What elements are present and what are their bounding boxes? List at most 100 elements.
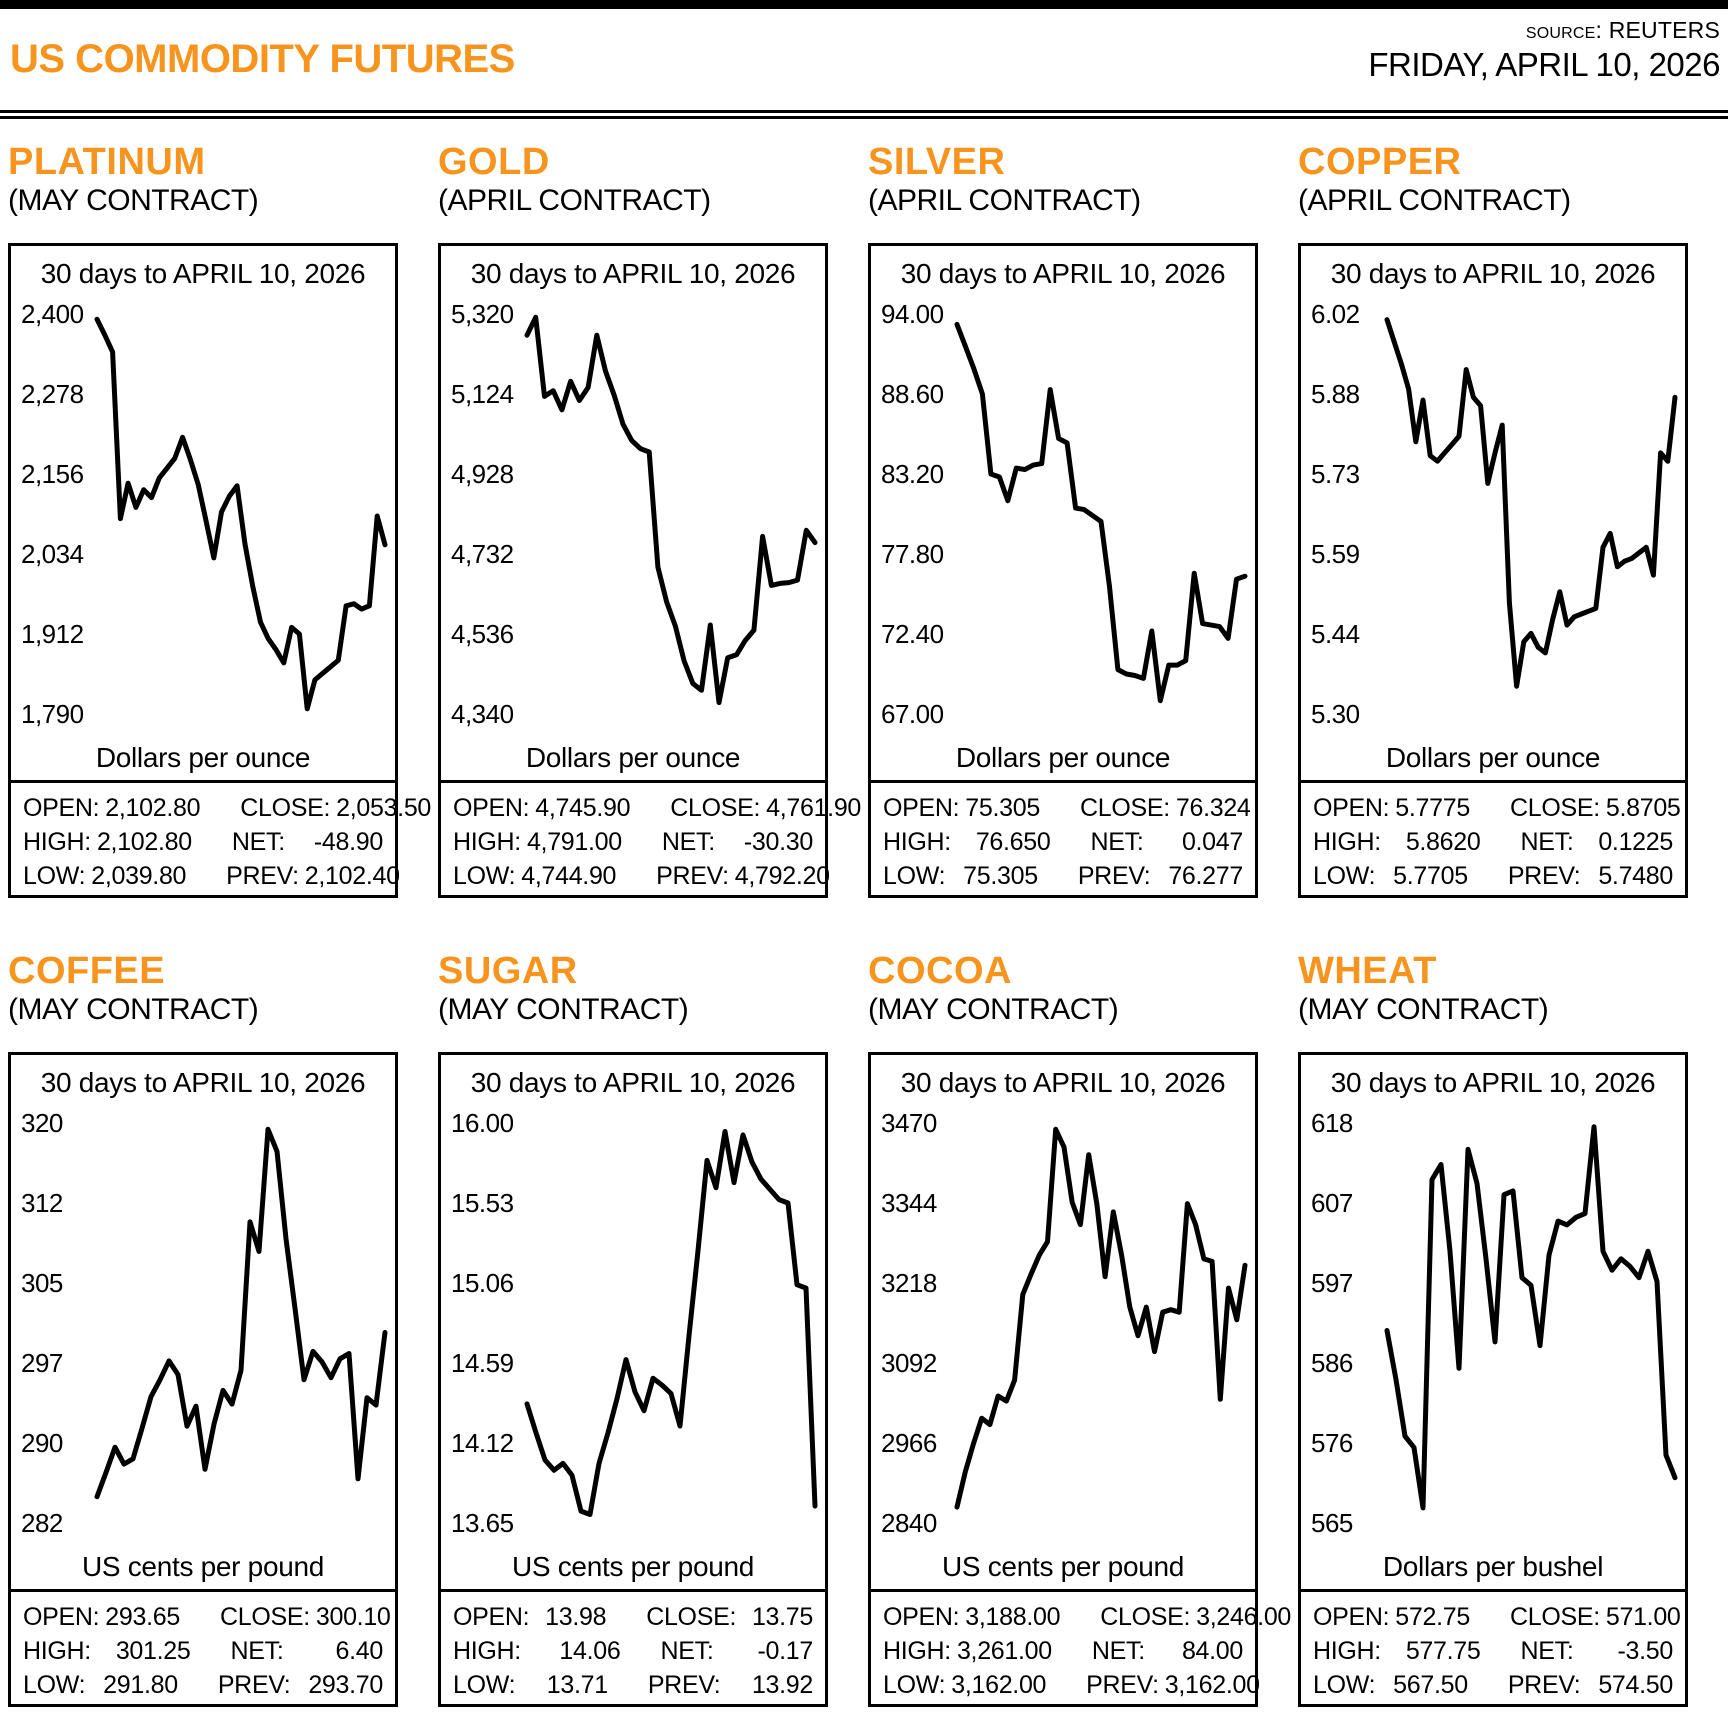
chart-unit-label: US cents per pound — [941, 1551, 1185, 1582]
y-tick-label: 94.00 — [881, 299, 944, 329]
stat-label-net: NET: — [1091, 1637, 1145, 1665]
commodity-panel: PLATINUM (MAY CONTRACT) 30 days to APRIL… — [8, 141, 431, 898]
stat-value-close: 571.00 — [1605, 1603, 1681, 1631]
y-tick-label: 618 — [1311, 1108, 1353, 1138]
commodity-contract: (APRIL CONTRACT) — [868, 184, 1141, 217]
y-tick-label: 312 — [21, 1188, 63, 1218]
stats-row: HIGH: 4,791.00 NET: -30.30 — [453, 825, 813, 859]
price-line — [524, 1129, 818, 1517]
stat-value-low: 567.50 — [1393, 1671, 1468, 1699]
line-chart: 16.00 15.53 15.06 14.59 14.12 13.65 — [451, 1108, 818, 1538]
y-tick-label: 565 — [1311, 1508, 1353, 1538]
commodity-panel: SUGAR (MAY CONTRACT) 30 days to APRIL 10… — [438, 950, 828, 1707]
stats-row: LOW: 2,039.80 PREV: 2,102.40 — [23, 859, 400, 893]
stat-value-high: 2,102.80 — [96, 828, 192, 856]
y-tick-label: 88.60 — [881, 379, 944, 409]
chart-unit-label: Dollars per ounce — [525, 742, 741, 773]
chart-window-title: 30 days to APRIL 10, 2026 — [900, 1067, 1226, 1098]
y-tick-label: 5.59 — [1311, 539, 1360, 569]
chart-unit-label: US cents per pound — [81, 1551, 325, 1582]
stat-value-open: 572.75 — [1395, 1603, 1470, 1631]
y-tick-label: 290 — [21, 1428, 63, 1458]
masthead: US COMMODITY FUTURES Source: REUTERS FRI… — [0, 9, 1728, 110]
stat-label-low: LOW: — [23, 862, 86, 890]
commodity-contract: (APRIL CONTRACT) — [438, 184, 711, 217]
stat-label-close: CLOSE: — [670, 794, 761, 822]
stats-box: OPEN: 572.75 CLOSE: 571.00 HIGH: 577.75 … — [1298, 1589, 1688, 1707]
y-tick-label: 3218 — [881, 1268, 937, 1298]
stat-label-net: NET: — [1090, 828, 1144, 856]
y-tick-label: 83.20 — [881, 459, 944, 489]
stat-label-high: HIGH: — [453, 828, 521, 856]
line-chart: 3470 3344 3218 3092 2966 2840 — [881, 1108, 1248, 1538]
y-tick-label: 5.88 — [1311, 379, 1360, 409]
stat-label-prev: PREV: — [1507, 862, 1581, 890]
stat-label-close: CLOSE: — [1509, 794, 1600, 822]
chart-box: 30 days to APRIL 10, 2026 6.02 5.88 5.73 5.… — [1298, 243, 1688, 783]
line-chart: 94.00 88.60 83.20 77.80 72.40 67.00 — [881, 299, 1248, 729]
y-tick-label: 4,536 — [451, 619, 514, 649]
line-chart: 320 312 305 297 290 282 — [21, 1108, 388, 1538]
stat-label-open: OPEN: — [453, 794, 530, 822]
y-tick-label: 67.00 — [881, 699, 944, 729]
stat-value-prev: 13.92 — [751, 1671, 813, 1699]
y-tick-label: 2,400 — [21, 299, 84, 329]
panels-grid: PLATINUM (MAY CONTRACT) 30 days to APRIL… — [0, 119, 1728, 1707]
stat-value-close: 300.10 — [315, 1603, 391, 1631]
stat-label-net: NET: — [661, 828, 715, 856]
stats-row: OPEN: 572.75 CLOSE: 571.00 — [1313, 1600, 1681, 1634]
stat-label-high: HIGH: — [1313, 828, 1381, 856]
page-title: US COMMODITY FUTURES — [10, 37, 515, 81]
y-tick-label: 4,732 — [451, 539, 514, 569]
stat-label-open: OPEN: — [1313, 1603, 1390, 1631]
stat-value-net: 0.047 — [1181, 828, 1243, 856]
stat-label-close: CLOSE: — [1100, 1603, 1191, 1631]
stat-value-prev: 293.70 — [308, 1671, 383, 1699]
y-tick-label: 5,124 — [451, 379, 514, 409]
stat-label-open: OPEN: — [883, 1603, 960, 1631]
stat-label-net: NET: — [230, 1637, 284, 1665]
stat-label-net: NET: — [660, 1637, 714, 1665]
stats-row: LOW: 567.50 PREV: 574.50 — [1313, 1668, 1673, 1702]
chart-box: 30 days to APRIL 10, 2026 2,400 2,278 2,15… — [8, 243, 398, 783]
stat-value-low: 5.7705 — [1393, 862, 1468, 890]
y-tick-label: 14.59 — [451, 1348, 514, 1378]
price-line — [954, 321, 1248, 704]
y-tick-label: 1,790 — [21, 699, 84, 729]
header-divider — [0, 110, 1728, 119]
chart-box: 30 days to APRIL 10, 2026 618 607 597 586 57… — [1298, 1052, 1688, 1592]
stats-row: OPEN: 293.65 CLOSE: 300.10 — [23, 1600, 391, 1634]
stat-value-high: 5.8620 — [1405, 828, 1481, 856]
y-tick-label: 77.80 — [881, 539, 944, 569]
stat-label-prev: PREV: — [1077, 862, 1151, 890]
commodity-panel: GOLD (APRIL CONTRACT) 30 days to APRIL 1… — [438, 141, 861, 898]
commodity-contract: (MAY CONTRACT) — [1298, 993, 1549, 1026]
stat-value-low: 2,039.80 — [91, 862, 187, 890]
chart-window-title: 30 days to APRIL 10, 2026 — [40, 1067, 366, 1098]
stat-value-high: 3,261.00 — [956, 1637, 1052, 1665]
stats-row: LOW: 5.7705 PREV: 5.7480 — [1313, 859, 1673, 893]
y-tick-label: 3470 — [881, 1108, 937, 1138]
chart-unit-label: Dollars per ounce — [1385, 742, 1601, 773]
stat-value-high: 14.06 — [559, 1637, 621, 1665]
commodity-name: WHEAT — [1298, 950, 1437, 992]
commodity-panel: SILVER (APRIL CONTRACT) 30 days to APRIL… — [868, 141, 1258, 898]
stats-row: HIGH: 5.8620 NET: 0.1225 — [1313, 825, 1673, 859]
stats-row: OPEN: 5.7775 CLOSE: 5.8705 — [1313, 791, 1681, 825]
stat-label-high: HIGH: — [883, 828, 951, 856]
commodity-contract: (MAY CONTRACT) — [8, 184, 259, 217]
commodity-name: COPPER — [1298, 141, 1462, 183]
stats-row: HIGH: 577.75 NET: -3.50 — [1313, 1634, 1673, 1668]
stat-label-low: LOW: — [883, 1671, 946, 1699]
stat-label-high: HIGH: — [23, 1637, 91, 1665]
chart-box: 30 days to APRIL 10, 2026 94.00 88.60 83.2… — [868, 243, 1258, 783]
commodity-contract: (MAY CONTRACT) — [868, 993, 1119, 1026]
stat-label-low: LOW: — [1313, 1671, 1376, 1699]
y-tick-label: 2840 — [881, 1508, 937, 1538]
stat-label-net: NET: — [1520, 828, 1574, 856]
stat-value-open: 4,745.90 — [535, 794, 631, 822]
stat-value-prev: 76.277 — [1168, 862, 1243, 890]
stat-value-close: 4,761.90 — [766, 794, 862, 822]
stat-label-prev: PREV: — [1086, 1671, 1159, 1699]
stat-label-prev: PREV: — [1507, 1671, 1581, 1699]
